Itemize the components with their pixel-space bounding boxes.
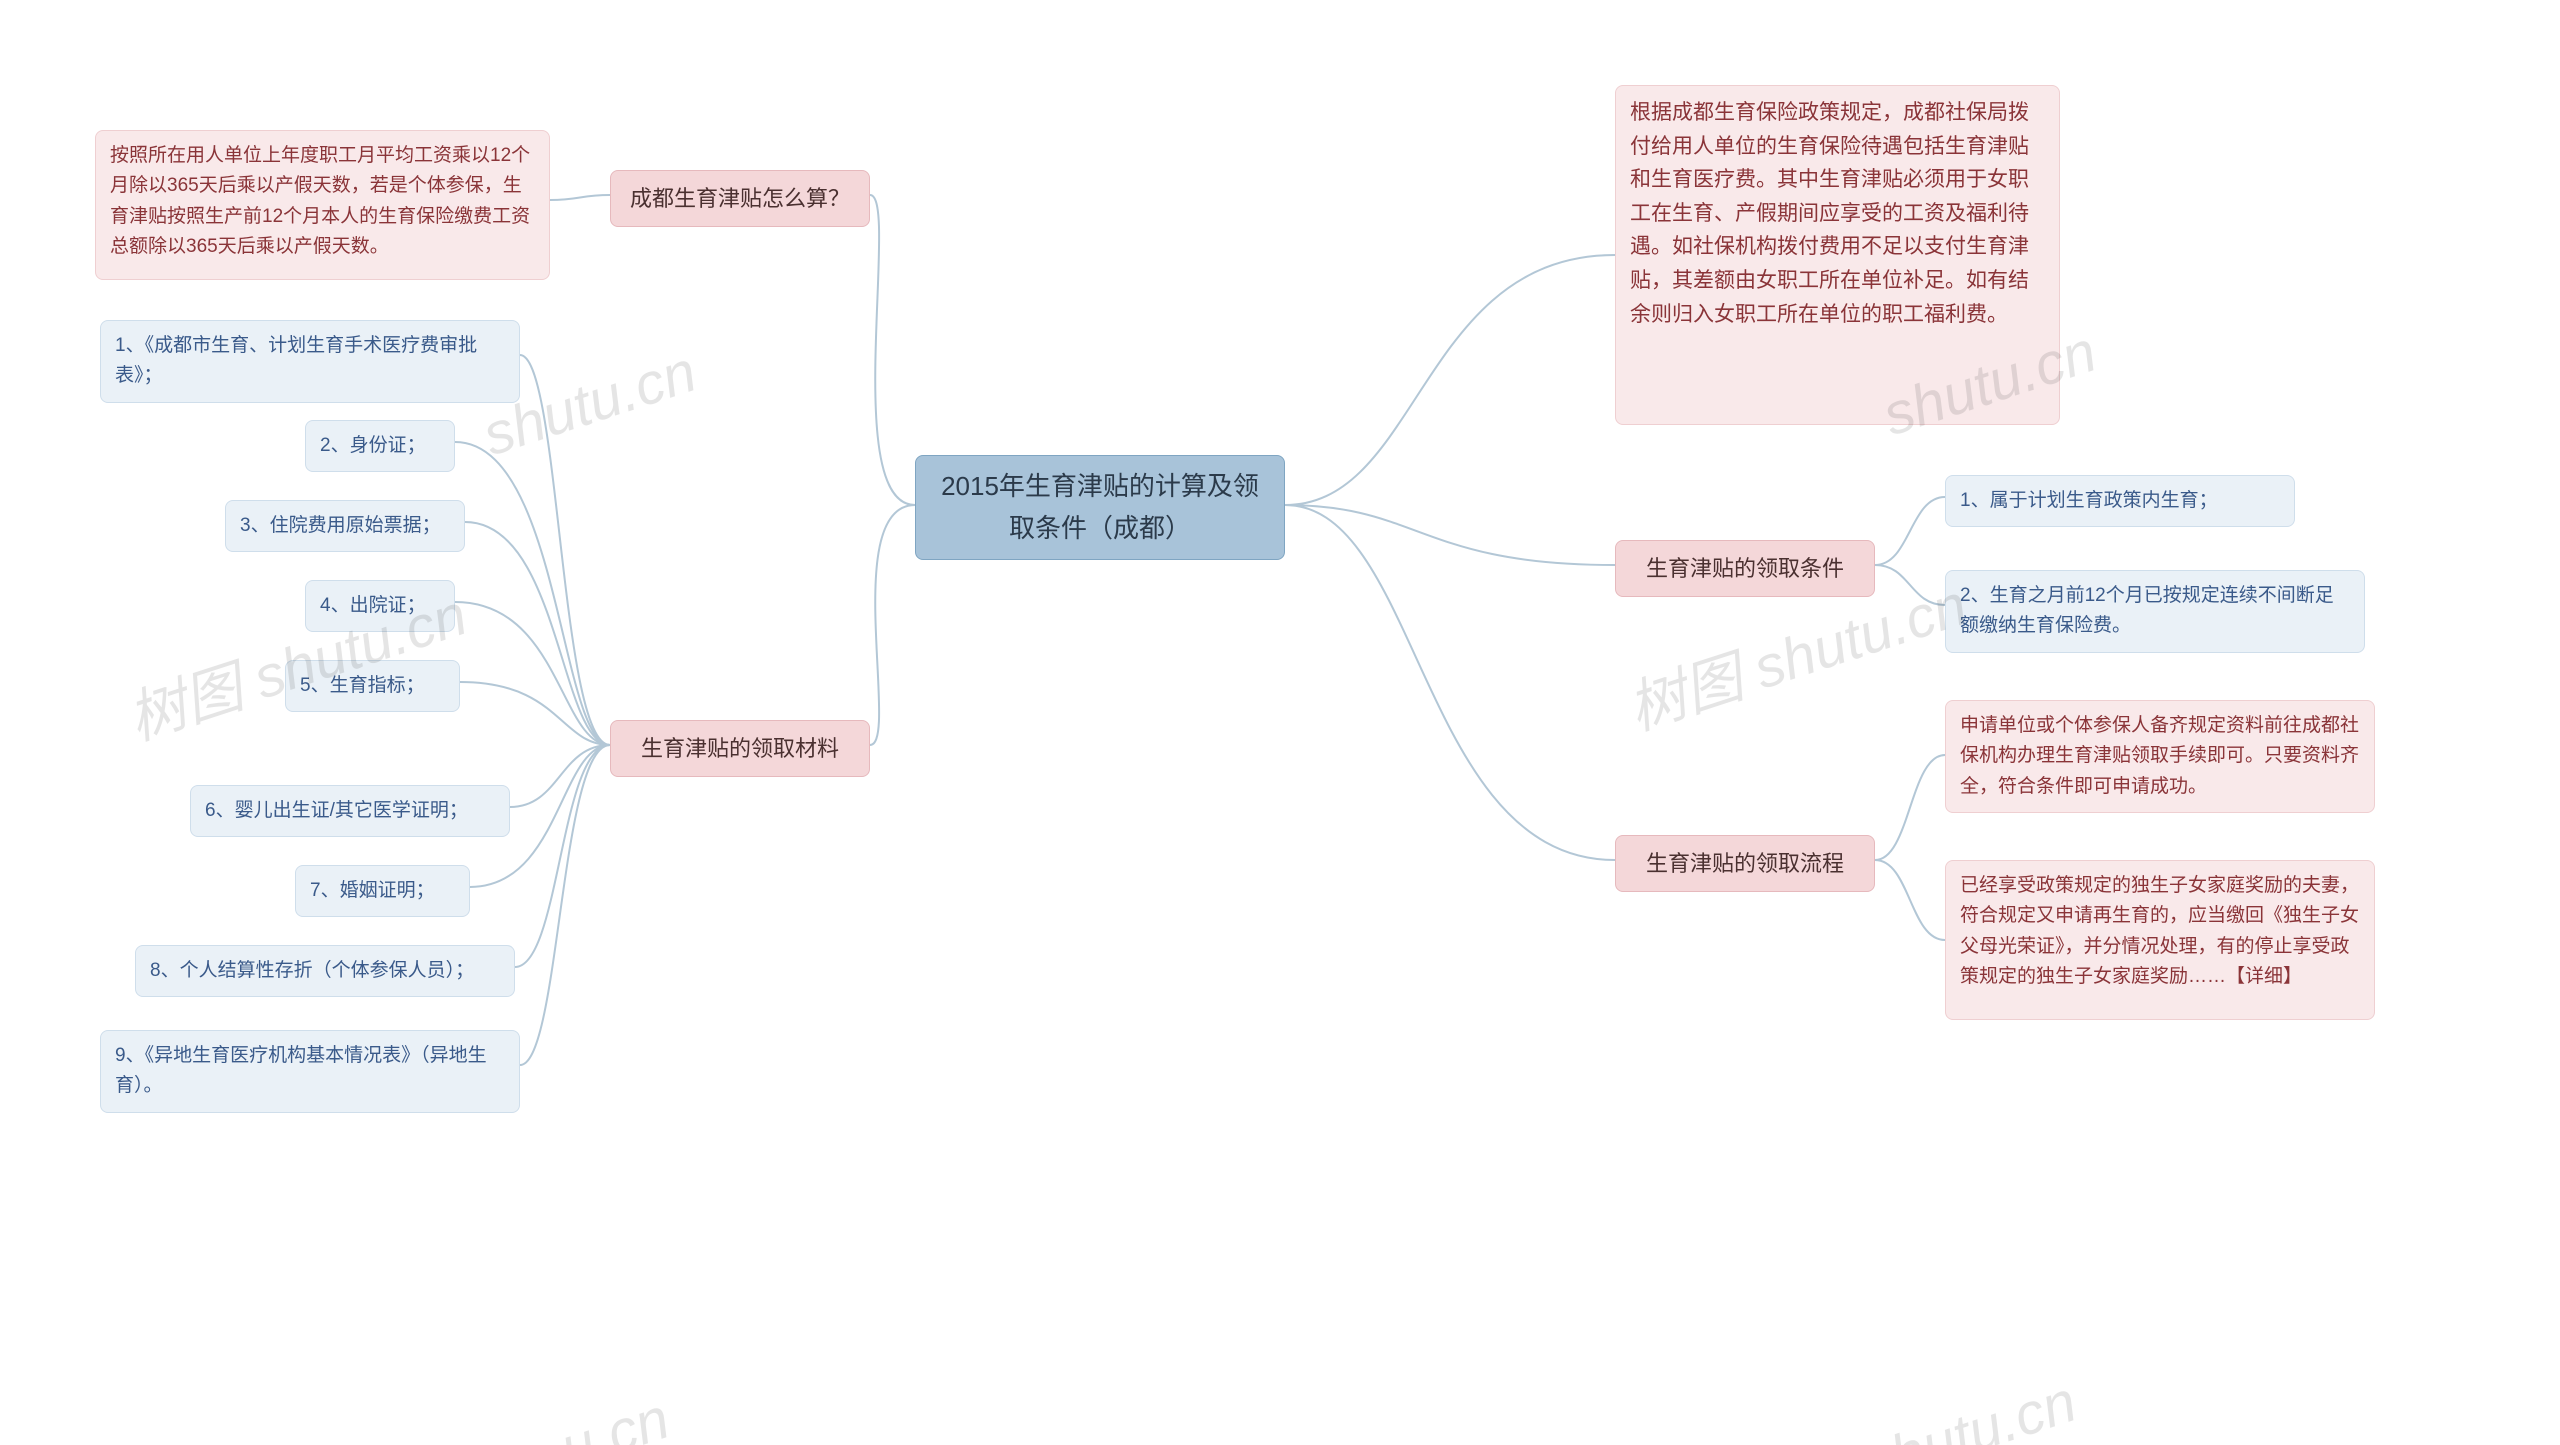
leaf-material-8: 8、个人结算性存折（个体参保人员）； (135, 945, 515, 997)
watermark-text: u.cn (553, 1386, 677, 1445)
branch-process-label: 生育津贴的领取流程 (1646, 851, 1844, 876)
branch-materials: 生育津贴的领取材料 (610, 720, 870, 777)
leaf-calc-text: 按照所在用人单位上年度职工月平均工资乘以12个月除以365天后乘以产假天数，若是… (110, 145, 530, 257)
leaf-calc-detail: 按照所在用人单位上年度职工月平均工资乘以12个月除以365天后乘以产假天数，若是… (95, 130, 550, 280)
leaf-condition-2-text: 2、生育之月前12个月已按规定连续不间断足额缴纳生育保险费。 (1960, 585, 2334, 636)
leaf-process-1-text: 申请单位或个体参保人备齐规定资料前往成都社保机构办理生育津贴领取手续即可。只要资… (1960, 715, 2359, 797)
leaf-condition-1-text: 1、属于计划生育政策内生育； (1960, 490, 2218, 511)
watermark-text: shutu.cn (1855, 1369, 2084, 1445)
watermark-text: 树图 shutu.cn (1620, 572, 1974, 742)
leaf-condition-1: 1、属于计划生育政策内生育； (1945, 475, 2295, 527)
leaf-material-5: 5、生育指标； (285, 660, 460, 712)
leaf-process-2-text: 已经享受政策规定的独生子女家庭奖励的夫妻，符合规定又申请再生育的，应当缴回《独生… (1960, 875, 2359, 987)
leaf-material-2: 2、身份证； (305, 420, 455, 472)
branch-conditions: 生育津贴的领取条件 (1615, 540, 1875, 597)
leaf-material-5-text: 5、生育指标； (300, 675, 425, 696)
root-label: 2015年生育津贴的计算及领取条件（成都） (941, 471, 1259, 543)
leaf-material-1: 1、《成都市生育、计划生育手术医疗费审批表》； (100, 320, 520, 403)
branch-process: 生育津贴的领取流程 (1615, 835, 1875, 892)
leaf-material-1-text: 1、《成都市生育、计划生育手术医疗费审批表》； (115, 335, 477, 386)
leaf-process-2: 已经享受政策规定的独生子女家庭奖励的夫妻，符合规定又申请再生育的，应当缴回《独生… (1945, 860, 2375, 1020)
branch-conditions-label: 生育津贴的领取条件 (1646, 556, 1844, 581)
leaf-material-9: 9、《异地生育医疗机构基本情况表》（异地生育）。 (100, 1030, 520, 1113)
branch-calc: 成都生育津贴怎么算？ (610, 170, 870, 227)
leaf-material-6: 6、婴儿出生证/其它医学证明； (190, 785, 510, 837)
watermark: u.cn (552, 1385, 677, 1445)
leaf-policy-detail: 根据成都生育保险政策规定，成都社保局拨付给用人单位的生育保险待遇包括生育津贴和生… (1615, 85, 2060, 425)
leaf-material-6-text: 6、婴儿出生证/其它医学证明； (205, 800, 468, 821)
leaf-material-4-text: 4、出院证； (320, 595, 426, 616)
leaf-material-7-text: 7、婚姻证明； (310, 880, 435, 901)
leaf-condition-2: 2、生育之月前12个月已按规定连续不间断足额缴纳生育保险费。 (1945, 570, 2365, 653)
leaf-process-1: 申请单位或个体参保人备齐规定资料前往成都社保机构办理生育津贴领取手续即可。只要资… (1945, 700, 2375, 813)
watermark: shutu.cn (1855, 1368, 2084, 1445)
leaf-material-7: 7、婚姻证明； (295, 865, 470, 917)
root-node: 2015年生育津贴的计算及领取条件（成都） (915, 455, 1285, 560)
leaf-material-8-text: 8、个人结算性存折（个体参保人员）； (150, 960, 474, 981)
leaf-policy-text: 根据成都生育保险政策规定，成都社保局拨付给用人单位的生育保险待遇包括生育津贴和生… (1630, 101, 2029, 326)
leaf-material-9-text: 9、《异地生育医疗机构基本情况表》（异地生育）。 (115, 1045, 487, 1096)
leaf-material-2-text: 2、身份证； (320, 435, 426, 456)
leaf-material-3: 3、住院费用原始票据； (225, 500, 465, 552)
branch-materials-label: 生育津贴的领取材料 (641, 736, 839, 761)
branch-calc-label: 成都生育津贴怎么算？ (630, 186, 850, 211)
leaf-material-4: 4、出院证； (305, 580, 455, 632)
leaf-material-3-text: 3、住院费用原始票据； (240, 515, 441, 536)
